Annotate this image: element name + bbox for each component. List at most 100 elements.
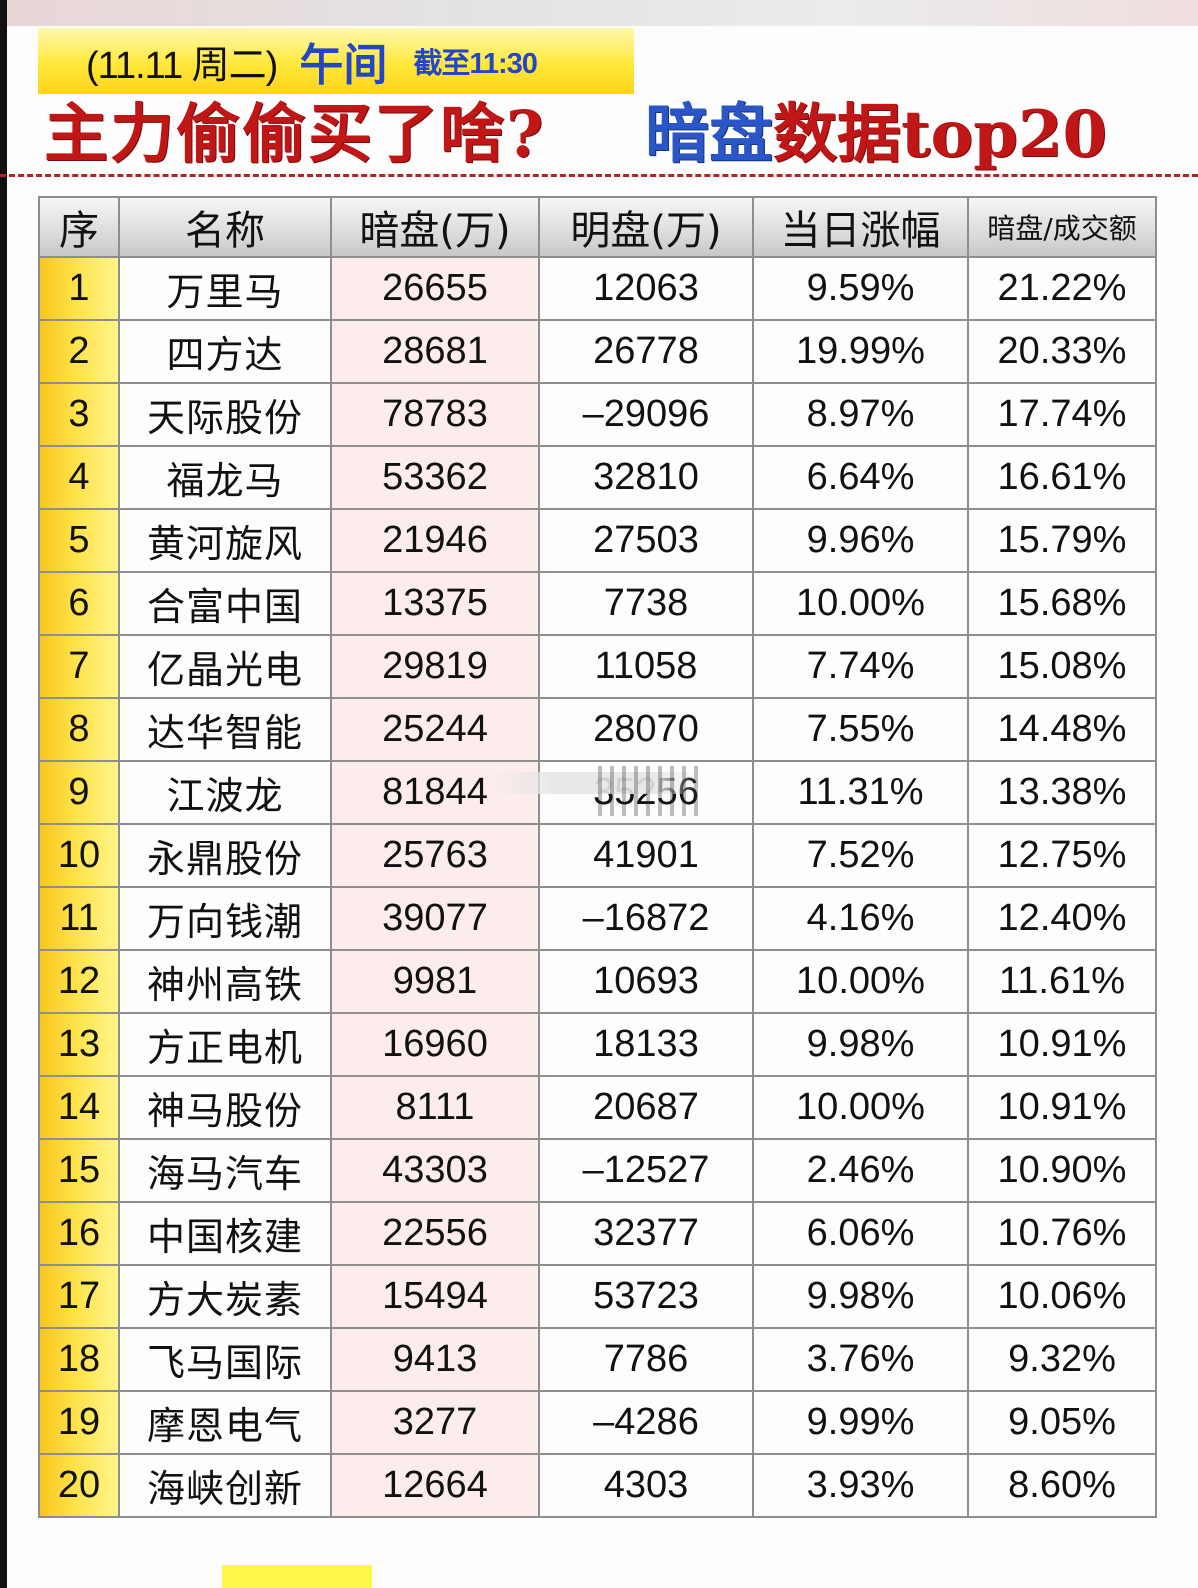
cell-dark-pool: 25244 — [330, 697, 540, 762]
cell-dark-ratio: 12.40% — [967, 886, 1157, 951]
table-row: 11 万向钱潮 39077 –16872 4.16% 12.40% — [38, 886, 1157, 951]
table-row: 15 海马汽车 43303 –12527 2.46% 10.90% — [38, 1138, 1157, 1203]
cell-dark-pool: 29819 — [330, 634, 540, 699]
cell-dark-ratio: 9.05% — [967, 1390, 1157, 1455]
cell-dark-pool: 13375 — [330, 571, 540, 636]
cell-dark-pool: 39077 — [330, 886, 540, 951]
date-banner: (11.11 周二) 午间 截至11:30 — [38, 28, 634, 94]
left-edge-strip — [0, 0, 7, 1588]
cell-lit-pool: 4303 — [538, 1453, 754, 1518]
cell-stock-name: 天际股份 — [118, 382, 332, 447]
cell-lit-pool: 32377 — [538, 1201, 754, 1266]
cell-lit-pool: 28070 — [538, 697, 754, 762]
table-row: 12 神州高铁 9981 10693 10.00% 11.61% — [38, 949, 1157, 1014]
cell-dark-ratio: 10.06% — [967, 1264, 1157, 1329]
cell-dark-ratio: 15.68% — [967, 571, 1157, 636]
cell-rank: 13 — [38, 1012, 120, 1077]
cell-rank: 8 — [38, 697, 120, 762]
cell-dark-pool: 22556 — [330, 1201, 540, 1266]
table-row: 6 合富中国 13375 7738 10.00% 15.68% — [38, 571, 1157, 636]
cell-dark-ratio: 10.90% — [967, 1138, 1157, 1203]
dark-pool-table: 序 名称 暗盘(万) 明盘(万) 当日涨幅 暗盘/成交额 1 万里马 26655 12… — [38, 196, 1157, 1518]
cell-lit-pool: 27503 — [538, 508, 754, 573]
cell-dark-ratio: 11.61% — [967, 949, 1157, 1014]
cell-dark-ratio: 20.33% — [967, 319, 1157, 384]
cell-rank: 1 — [38, 256, 120, 321]
cell-stock-name: 神马股份 — [118, 1075, 332, 1140]
cell-rank: 16 — [38, 1201, 120, 1266]
cell-dark-pool: 9413 — [330, 1327, 540, 1392]
image-blur-bars — [598, 766, 698, 816]
cell-rank: 19 — [38, 1390, 120, 1455]
cell-dark-ratio: 14.48% — [967, 697, 1157, 762]
bottom-yellow-tab — [222, 1565, 372, 1588]
cell-dark-pool: 26655 — [330, 256, 540, 321]
cell-daily-change: 7.52% — [752, 823, 969, 888]
dashed-divider — [0, 174, 1198, 177]
cell-rank: 11 — [38, 886, 120, 951]
cell-stock-name: 亿晶光电 — [118, 634, 332, 699]
headline-title-blue: 暗盘 — [645, 97, 773, 172]
cell-dark-ratio: 10.91% — [967, 1075, 1157, 1140]
cell-daily-change: 3.93% — [752, 1453, 969, 1518]
cell-lit-pool: 7786 — [538, 1327, 754, 1392]
cell-stock-name: 四方达 — [118, 319, 332, 384]
cell-stock-name: 摩恩电气 — [118, 1390, 332, 1455]
cell-daily-change: 10.00% — [752, 571, 969, 636]
cell-stock-name: 黄河旋风 — [118, 508, 332, 573]
cell-daily-change: 11.31% — [752, 760, 969, 825]
table-row: 4 福龙马 53362 32810 6.64% 16.61% — [38, 445, 1157, 510]
cell-rank: 10 — [38, 823, 120, 888]
cell-lit-pool: –12527 — [538, 1138, 754, 1203]
cell-dark-pool: 8111 — [330, 1075, 540, 1140]
cell-dark-ratio: 10.76% — [967, 1201, 1157, 1266]
table-row: 17 方大炭素 15494 53723 9.98% 10.06% — [38, 1264, 1157, 1329]
image-blur-artifact — [488, 772, 698, 794]
cell-stock-name: 万里马 — [118, 256, 332, 321]
table-row: 19 摩恩电气 3277 –4286 9.99% 9.05% — [38, 1390, 1157, 1455]
table-row: 14 神马股份 8111 20687 10.00% 10.91% — [38, 1075, 1157, 1140]
table-row: 18 飞马国际 9413 7786 3.76% 9.32% — [38, 1327, 1157, 1392]
cell-lit-pool: –29096 — [538, 382, 754, 447]
cell-dark-pool: 28681 — [330, 319, 540, 384]
table-row: 7 亿晶光电 29819 11058 7.74% 15.08% — [38, 634, 1157, 699]
cell-stock-name: 方大炭素 — [118, 1264, 332, 1329]
cell-daily-change: 10.00% — [752, 949, 969, 1014]
cell-lit-pool: 41901 — [538, 823, 754, 888]
col-header-lit-pool: 明盘(万) — [538, 196, 754, 258]
cell-dark-ratio: 15.08% — [967, 634, 1157, 699]
cell-rank: 9 — [38, 760, 120, 825]
table-row: 13 方正电机 16960 18133 9.98% 10.91% — [38, 1012, 1157, 1077]
cell-dark-ratio: 16.61% — [967, 445, 1157, 510]
cell-dark-ratio: 13.38% — [967, 760, 1157, 825]
cell-lit-pool: 7738 — [538, 571, 754, 636]
table-body: 1 万里马 26655 12063 9.59% 21.22% 2 四方达 28681 26778 1… — [38, 256, 1157, 1518]
cell-lit-pool: –4286 — [538, 1390, 754, 1455]
cell-dark-pool: 78783 — [330, 382, 540, 447]
cell-rank: 4 — [38, 445, 120, 510]
cell-dark-pool: 53362 — [330, 445, 540, 510]
cell-stock-name: 中国核建 — [118, 1201, 332, 1266]
cell-stock-name: 江波龙 — [118, 760, 332, 825]
cutoff-time-label: 截至11:30 — [413, 48, 538, 80]
table-row: 16 中国核建 22556 32377 6.06% 10.76% — [38, 1201, 1157, 1266]
col-header-name: 名称 — [118, 196, 332, 258]
cell-daily-change: 9.99% — [752, 1390, 969, 1455]
cell-daily-change: 9.96% — [752, 508, 969, 573]
cell-rank: 7 — [38, 634, 120, 699]
table-row: 8 达华智能 25244 28070 7.55% 14.48% — [38, 697, 1157, 762]
cell-daily-change: 2.46% — [752, 1138, 969, 1203]
cell-daily-change: 10.00% — [752, 1075, 969, 1140]
cell-daily-change: 19.99% — [752, 319, 969, 384]
table-row: 20 海峡创新 12664 4303 3.93% 8.60% — [38, 1453, 1157, 1518]
cell-stock-name: 达华智能 — [118, 697, 332, 762]
cell-daily-change: 9.98% — [752, 1012, 969, 1077]
table-row: 9江波龙818443525611.31%13.38% — [38, 760, 1157, 825]
cell-dark-ratio: 8.60% — [967, 1453, 1157, 1518]
cell-lit-pool: 18133 — [538, 1012, 754, 1077]
cell-dark-ratio: 17.74% — [967, 382, 1157, 447]
headline-title: 暗盘数据top20 — [645, 95, 1107, 175]
cell-stock-name: 神州高铁 — [118, 949, 332, 1014]
cell-lit-pool: –16872 — [538, 886, 754, 951]
cell-rank: 2 — [38, 319, 120, 384]
